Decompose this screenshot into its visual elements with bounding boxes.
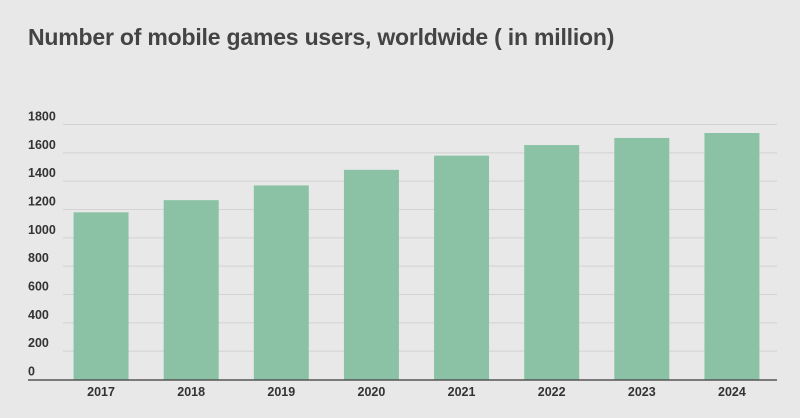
y-tick-label: 200 <box>28 336 49 350</box>
bar-2019 <box>253 185 309 380</box>
bar-2024 <box>704 133 760 380</box>
x-tick-label: 2023 <box>628 385 656 399</box>
chart-title: Number of mobile games users, worldwide … <box>28 24 615 50</box>
bar-2020 <box>343 169 399 380</box>
y-tick-label: 800 <box>28 251 49 265</box>
bar-2017 <box>73 212 129 380</box>
y-tick-label: 600 <box>28 280 49 294</box>
y-tick-label: 1200 <box>28 195 56 209</box>
y-tick-label: 0 <box>28 365 35 379</box>
bar-2023 <box>614 137 670 380</box>
x-tick-label: 2024 <box>718 385 746 399</box>
x-tick-label: 2020 <box>358 385 386 399</box>
x-tick-label: 2019 <box>267 385 295 399</box>
bar-2022 <box>524 145 580 380</box>
y-tick-label: 1400 <box>28 166 56 180</box>
x-tick-label: 2018 <box>177 385 205 399</box>
y-tick-label: 1600 <box>28 138 56 152</box>
bar-2021 <box>434 155 490 380</box>
y-tick-label: 400 <box>28 308 49 322</box>
x-tick-label: 2021 <box>448 385 476 399</box>
bar-2018 <box>163 200 219 380</box>
x-tick-label: 2022 <box>538 385 566 399</box>
y-tick-label: 1800 <box>28 110 56 124</box>
y-tick-label: 1000 <box>28 223 56 237</box>
x-tick-label: 2017 <box>87 385 115 399</box>
